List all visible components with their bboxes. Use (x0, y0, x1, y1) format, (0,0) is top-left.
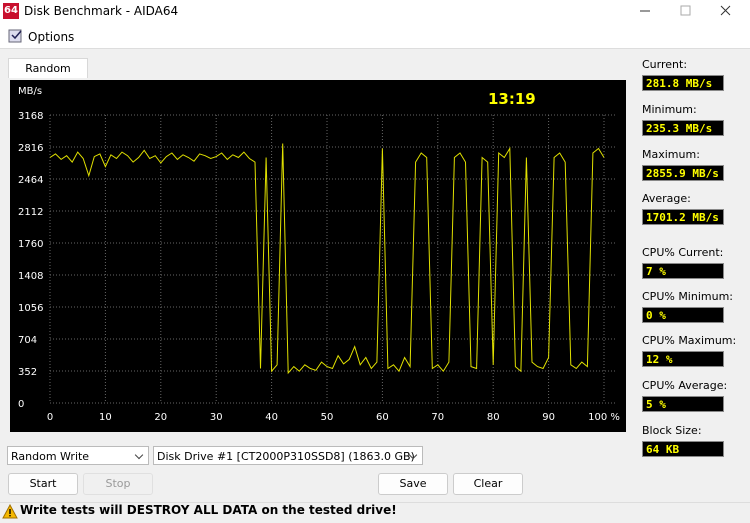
stat-value: 12 % (642, 351, 724, 367)
menu-options[interactable]: Options (28, 30, 75, 44)
stat-label: CPU% Minimum: (642, 290, 733, 303)
y-tick-label: 3168 (18, 111, 43, 122)
time-label: 13:19 (488, 90, 536, 108)
stat-value: 7 % (642, 263, 724, 279)
x-tick-label: 0 (47, 412, 53, 423)
stat-label: Minimum: (642, 103, 697, 116)
window-title: Disk Benchmark - AIDA64 (24, 4, 179, 18)
stat-value: 5 % (642, 396, 724, 412)
x-tick-label: 60 (376, 412, 389, 423)
save-button[interactable]: Save (378, 473, 448, 495)
stat-label: Maximum: (642, 148, 700, 161)
x-tick-label: 30 (210, 412, 223, 423)
start-button[interactable]: Start (8, 473, 78, 495)
chart-background (10, 80, 626, 432)
title-bar (0, 0, 750, 23)
chart: MB/s 13:19 0 352 704 1056 1408 1760 2112 2464 28… (10, 80, 626, 432)
warning-text: Write tests will DESTROY ALL DATA on the… (20, 503, 397, 517)
maximize-button[interactable] (680, 5, 691, 16)
y-tick-label: 0 (18, 399, 24, 410)
stat-value: 235.3 MB/s (642, 120, 724, 136)
stat-value: 0 % (642, 307, 724, 323)
y-tick-label: 704 (18, 335, 37, 346)
warning-icon (2, 504, 18, 519)
x-tick-label: 90 (542, 412, 555, 423)
stat-label: Current: (642, 58, 688, 71)
stat-label: CPU% Maximum: (642, 334, 737, 347)
stat-label: Block Size: (642, 424, 702, 437)
stat-value: 281.8 MB/s (642, 75, 724, 91)
x-tick-label: 40 (265, 412, 278, 423)
y-unit-label: MB/s (18, 86, 42, 97)
x-tick-label: 70 (431, 412, 444, 423)
window-controls (640, 5, 731, 16)
y-tick-label: 2464 (18, 175, 43, 186)
y-tick-label: 1760 (18, 239, 43, 250)
clear-button[interactable]: Clear (453, 473, 523, 495)
x-tick-label: 50 (321, 412, 334, 423)
stat-label: CPU% Current: (642, 246, 724, 259)
y-tick-label: 352 (18, 367, 37, 378)
x-tick-label: 80 (487, 412, 500, 423)
x-tick-label: 10 (99, 412, 112, 423)
stop-button[interactable]: Stop (83, 473, 153, 495)
x-tick-label: 20 (154, 412, 167, 423)
stat-value: 2855.9 MB/s (642, 165, 724, 181)
stat-value: 64 KB (642, 441, 724, 457)
test-select[interactable]: Random Write (7, 446, 149, 465)
y-tick-label: 1056 (18, 303, 43, 314)
data-line (49, 143, 605, 375)
app-icon: 64 (3, 3, 19, 19)
x-tick-label: 100 % (588, 412, 620, 423)
y-tick-label: 2112 (18, 207, 43, 218)
close-button[interactable] (720, 5, 731, 16)
y-tick-label: 2816 (18, 143, 43, 154)
stat-label: CPU% Average: (642, 379, 728, 392)
y-tick-label: 1408 (18, 271, 43, 282)
menu-bar (0, 23, 750, 49)
drive-select[interactable]: Disk Drive #1 [CT2000P310SSD8] (1863.0 G… (153, 446, 423, 465)
stat-label: Average: (642, 192, 691, 205)
tab[interactable]: Random Write (8, 58, 88, 94)
options-icon (8, 29, 22, 43)
stat-value: 1701.2 MB/s (642, 209, 724, 225)
warning-bar (0, 502, 750, 523)
